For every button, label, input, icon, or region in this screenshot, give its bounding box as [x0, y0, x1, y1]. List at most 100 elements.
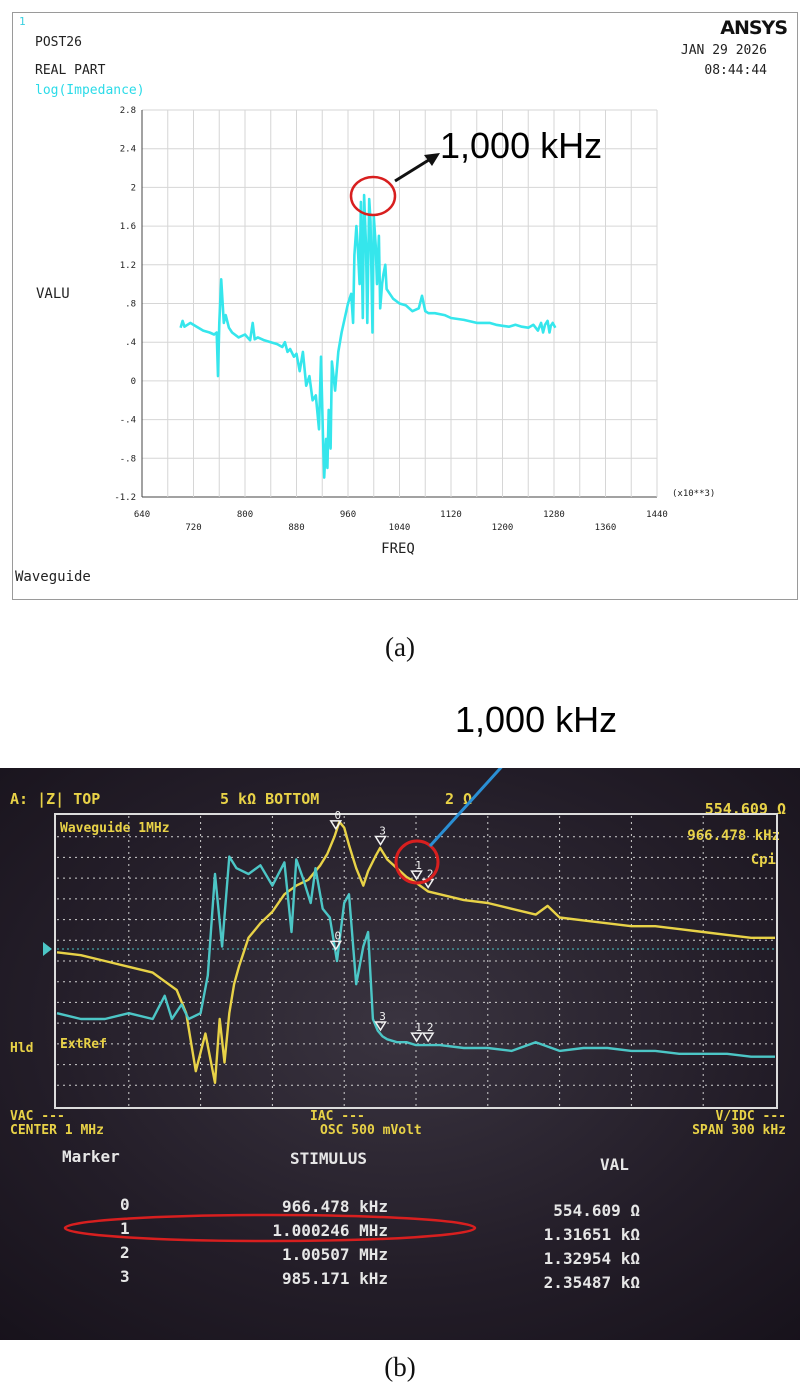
y-tick-label: -.8 [120, 454, 136, 464]
iac-label: IAC --- [310, 1109, 365, 1124]
cyan-trace [56, 855, 775, 1058]
hld-label: Hld [10, 1041, 33, 1056]
table-row: 2 1.00507 MHz 1.32954 kΩ [120, 1243, 640, 1268]
extref-label: ExtRef [60, 1037, 107, 1052]
table-header-val: VAL [600, 1155, 629, 1174]
row-marker: 2 [120, 1243, 130, 1262]
caption-a: (a) [385, 632, 415, 662]
marker-label: 2 [427, 1021, 434, 1034]
marker-triangle [374, 835, 387, 846]
post-title: POST26 [35, 35, 82, 50]
annotation-arrow-b [428, 768, 503, 848]
impedance-series [179, 193, 557, 479]
marker-triangle [410, 870, 423, 881]
analyzer-screen-photo: A: |Z| TOP 5 kΩ BOTTOM 2 Ω 554.609 Ω 966… [0, 768, 800, 1340]
x-tick-label: 1280 [543, 510, 565, 520]
time-label: 08:44:44 [704, 63, 767, 78]
x-tick-label: 1440 [646, 510, 668, 520]
x-tick-label: 960 [340, 510, 356, 520]
marker-label: 1 [415, 1021, 422, 1034]
x-tick-label: 1360 [595, 523, 617, 533]
y-tick-label: -1.2 [114, 493, 136, 503]
screen-background [0, 768, 800, 1340]
series-label: log(Impedance) [35, 83, 145, 98]
table-row: 0 966.478 kHz 554.609 Ω [120, 1195, 640, 1220]
waveguide-label: Waveguide [15, 569, 91, 585]
marker-label: 0 [334, 929, 341, 942]
real-part-label: REAL PART [35, 63, 106, 78]
row-marker: 1 [120, 1219, 130, 1238]
row-value: 2.35487 kΩ [544, 1273, 640, 1292]
table-header-stimulus: STIMULUS [290, 1149, 367, 1168]
x-tick-label: 720 [185, 523, 201, 533]
trace-title: Waveguide 1MHz [60, 821, 170, 836]
row-value: 554.609 Ω [553, 1201, 640, 1220]
analyzer-traces [56, 820, 775, 1084]
header-right-freq: 966.478 kHz [687, 828, 780, 844]
y-axis-label: VALU [36, 286, 70, 302]
marker-label: 2 [427, 867, 434, 880]
y-tick-label: -.4 [120, 416, 136, 426]
annotation-arrowhead [424, 153, 440, 166]
marker-label: 3 [379, 1010, 386, 1023]
x-tick-label: 800 [237, 510, 253, 520]
marker-highlight-circle [394, 839, 440, 885]
impedance-line [179, 193, 557, 479]
y-tick-label: .4 [125, 338, 136, 348]
header-right-value: 554.609 Ω [705, 800, 786, 818]
caption-b: (b) [384, 1352, 416, 1382]
row-stimulus: 966.478 kHz [282, 1197, 388, 1216]
marker-triangle [421, 1032, 435, 1043]
row-stimulus: 1.000246 MHz [272, 1221, 388, 1240]
header-mid: 5 kΩ BOTTOM [220, 790, 319, 808]
x-tick-labels: 640 800 960 1120 1280 1440 720 880 1040 1200 1360 [134, 510, 668, 533]
yellow-trace [56, 820, 775, 1084]
mode-label: Cpi [751, 852, 776, 868]
row-marker: 3 [120, 1267, 130, 1286]
y-tick-label: .8 [125, 300, 136, 310]
marker-triangle [329, 940, 343, 951]
table-row: 1 1.000246 MHz 1.31651 kΩ [120, 1219, 640, 1244]
y-tick-label: 2.8 [120, 106, 136, 116]
marker-table: Marker STIMULUS VAL 0 966.478 kHz 554.60… [62, 1147, 640, 1292]
span-label: SPAN 300 kHz [692, 1123, 786, 1138]
center-label: CENTER 1 MHz [10, 1123, 104, 1138]
row-stimulus: 985.171 kHz [282, 1269, 388, 1288]
marker-label: 0 [334, 809, 341, 822]
x-tick-label: 1200 [492, 523, 514, 533]
x-tick-label: 1040 [389, 523, 411, 533]
annotation-arrow [394, 156, 433, 183]
x-multiplier-label: (x10**3) [672, 489, 715, 499]
y-tick-label: 2.4 [120, 145, 136, 155]
row-value: 1.31651 kΩ [544, 1225, 640, 1244]
marker-triangle [329, 820, 343, 831]
header-mid2: 2 Ω [445, 790, 472, 808]
frequency-annotation-b: 1,000 kHz [455, 699, 617, 740]
y-tick-label: 0 [131, 377, 136, 387]
header-left: A: |Z| TOP [10, 790, 100, 809]
plot-frame [54, 813, 778, 1109]
row-marker: 0 [120, 1195, 130, 1214]
y-tick-label: 2 [131, 183, 136, 193]
row-value: 1.32954 kΩ [544, 1249, 640, 1268]
x-tick-label: 880 [288, 523, 304, 533]
vidc-label: V/IDC --- [716, 1109, 786, 1124]
marker-triangle [374, 1021, 387, 1032]
x-axis-label: FREQ [381, 541, 415, 557]
osc-label: OSC 500 mVolt [320, 1123, 422, 1138]
frequency-annotation: 1,000 kHz [440, 125, 602, 166]
table-header-marker: Marker [62, 1147, 120, 1166]
y-tick-label: 1.6 [120, 222, 136, 232]
y-tick-label: 1.2 [120, 261, 136, 271]
peak-highlight-circle [349, 175, 397, 217]
table-row: 3 985.171 kHz 2.35487 kΩ [120, 1267, 640, 1292]
analyzer-grid [57, 816, 775, 1106]
marker-label: 1 [415, 859, 422, 872]
window-number: 1 [19, 15, 26, 28]
vac-label: VAC --- [10, 1109, 65, 1124]
date-label: JAN 29 2026 [680, 43, 767, 58]
impedance-chart: 2.8 2.4 2 1.6 1.2 .8 .4 0 -.4 -.8 -1.2 640 800 960 11… [36, 106, 715, 557]
annotation-b: 1,000 kHz [455, 699, 617, 740]
ansys-logo: ANSYS [720, 17, 788, 39]
